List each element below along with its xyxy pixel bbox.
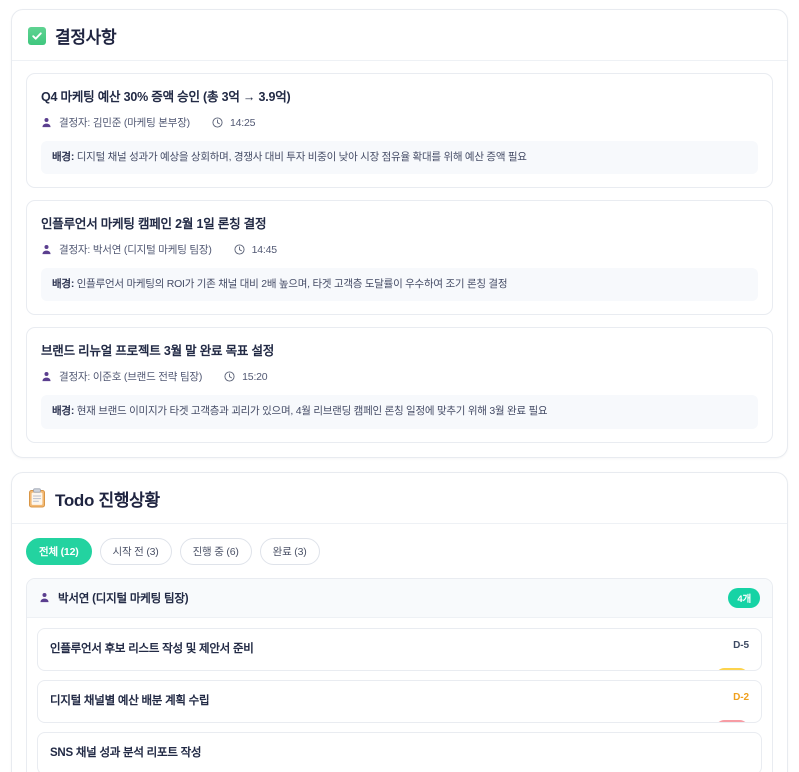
- decision-meta: 결정자: 김민준 (마케팅 본부장) 14:25: [41, 115, 758, 130]
- decision-time: 14:45: [251, 243, 277, 256]
- task-row[interactable]: 인플루언서 후보 리스트 작성 및 제안서 준비 D-5 70% 높음: [37, 627, 762, 671]
- todo-card-header: Todo 진행상황: [12, 473, 787, 524]
- person-icon: [42, 118, 51, 128]
- decisions-title: 결정사항: [55, 28, 117, 47]
- todo-body: 전체 (12) 시작 전 (3) 진행 중 (6) 완료 (3) 박서연 (디지…: [12, 524, 787, 772]
- decision-item[interactable]: Q4 마케팅 예산 30% 증액 승인 (총 3억 → 3.9억) 결정자: 김…: [26, 73, 773, 189]
- decision-meta: 결정자: 박서연 (디지털 마케팅 팀장) 14:45: [41, 242, 758, 257]
- task-header: SNS 채널 성과 분석 리포트 작성: [50, 744, 749, 760]
- decisions-list: Q4 마케팅 예산 30% 증액 승인 (총 3억 → 3.9억) 결정자: 김…: [12, 61, 787, 457]
- decision-note-label: 배경:: [52, 278, 75, 291]
- task-row[interactable]: SNS 채널 성과 분석 리포트 작성 100% 완료: [37, 731, 762, 772]
- task-header: 디지털 채널별 예산 배분 계획 수립 D-2: [50, 692, 749, 708]
- task-dday: D-2: [733, 691, 749, 703]
- filter-chip-not-started[interactable]: 시작 전 (3): [99, 537, 172, 565]
- task-name: 디지털 채널별 예산 배분 계획 수립: [50, 694, 210, 707]
- task-name: SNS 채널 성과 분석 리포트 작성: [50, 746, 202, 759]
- assignee-info: 박서연 (디지털 마케팅 팀장): [39, 590, 189, 606]
- decision-title: 브랜드 리뉴얼 프로젝트 3월 말 완료 목표 설정: [41, 344, 275, 359]
- task-progress-row: 40% 긴급: [50, 719, 749, 722]
- assignee-name: 박서연 (디지털 마케팅 팀장): [58, 592, 189, 605]
- todo-filter-bar: 전체 (12) 시작 전 (3) 진행 중 (6) 완료 (3): [26, 536, 773, 578]
- decision-time: 15:20: [242, 370, 268, 383]
- decisions-card-header: 결정사항: [12, 10, 787, 61]
- priority-badge: 긴급: [714, 719, 749, 722]
- decision-meta: 결정자: 이준호 (브랜드 전략 팀장) 15:20: [41, 369, 758, 384]
- decision-note: 배경: 디지털 채널 성과가 예상을 상회하며, 경쟁사 대비 투자 비중이 낮…: [41, 141, 758, 175]
- clock-icon: [212, 117, 223, 128]
- decision-note-text: 현재 브랜드 이미지가 타겟 고객층과 괴리가 있으며, 4월 리브랜딩 캠페인…: [76, 405, 548, 418]
- task-dday: D-5: [733, 639, 749, 651]
- todo-card: Todo 진행상황 전체 (12) 시작 전 (3) 진행 중 (6) 완료 (…: [11, 471, 788, 772]
- decision-decider: 결정자: 이준호 (브랜드 전략 팀장): [59, 371, 203, 384]
- task-row[interactable]: 디지털 채널별 예산 배분 계획 수립 D-2 40% 긴급: [37, 679, 762, 723]
- task-progress-row: 70% 높음: [50, 667, 749, 670]
- filter-chip-all[interactable]: 전체 (12): [26, 537, 92, 565]
- decision-note: 배경: 인플루언서 마케팅의 ROI가 기존 채널 대비 2배 높으며, 타겟 …: [41, 268, 758, 302]
- decisions-card: 결정사항 Q4 마케팅 예산 30% 증액 승인 (총 3억 → 3.9억) 결…: [11, 9, 788, 458]
- person-icon: [42, 372, 51, 382]
- task-header: 인플루언서 후보 리스트 작성 및 제안서 준비 D-5: [50, 640, 749, 656]
- assignee-group-header[interactable]: 박서연 (디지털 마케팅 팀장) 4개: [27, 578, 772, 618]
- assignee-group: 박서연 (디지털 마케팅 팀장) 4개 인플루언서 후보 리스트 작성 및 제안…: [26, 577, 773, 772]
- clock-icon: [224, 371, 235, 382]
- decision-note-label: 배경:: [52, 405, 75, 418]
- decision-item[interactable]: 브랜드 리뉴얼 프로젝트 3월 말 완료 목표 설정 결정자: 이준호 (브랜드…: [26, 327, 773, 443]
- decision-item[interactable]: 인플루언서 마케팅 캠페인 2월 1일 론칭 결정 결정자: 박서연 (디지털 …: [26, 200, 773, 316]
- decision-title: Q4 마케팅 예산 30% 증액 승인 (총 3억 → 3.9억): [41, 90, 291, 104]
- decision-note: 배경: 현재 브랜드 이미지가 타겟 고객층과 괴리가 있으며, 4월 리브랜딩…: [41, 395, 758, 429]
- task-name: 인플루언서 후보 리스트 작성 및 제안서 준비: [50, 642, 254, 655]
- clock-icon: [234, 244, 245, 255]
- filter-chip-done[interactable]: 완료 (3): [259, 537, 320, 565]
- decision-title: 인플루언서 마케팅 캠페인 2월 1일 론칭 결정: [41, 217, 267, 232]
- priority-badge: 높음: [714, 667, 749, 670]
- decision-time: 14:25: [229, 116, 256, 129]
- decision-note-label: 배경:: [52, 151, 75, 163]
- todo-title: Todo 진행상황: [55, 490, 160, 510]
- person-icon: [40, 593, 49, 603]
- filter-chip-in-progress[interactable]: 진행 중 (6): [179, 537, 252, 565]
- task-list: 인플루언서 후보 리스트 작성 및 제안서 준비 D-5 70% 높음: [27, 617, 772, 772]
- decision-decider: 결정자: 박서연 (디지털 마케팅 팀장): [59, 244, 212, 257]
- green-check-icon: [28, 26, 46, 45]
- decision-note-text: 인플루언서 마케팅의 ROI가 기존 채널 대비 2배 높으며, 타겟 고객층 …: [76, 278, 508, 291]
- decision-decider: 결정자: 김민준 (마케팅 본부장): [59, 117, 190, 129]
- decision-note-text: 디지털 채널 성과가 예상을 상회하며, 경쟁사 대비 투자 비중이 낮아 시장…: [76, 151, 527, 163]
- task-count-badge: 4개: [728, 587, 760, 608]
- clipboard-icon: [29, 488, 45, 508]
- person-icon: [42, 245, 51, 255]
